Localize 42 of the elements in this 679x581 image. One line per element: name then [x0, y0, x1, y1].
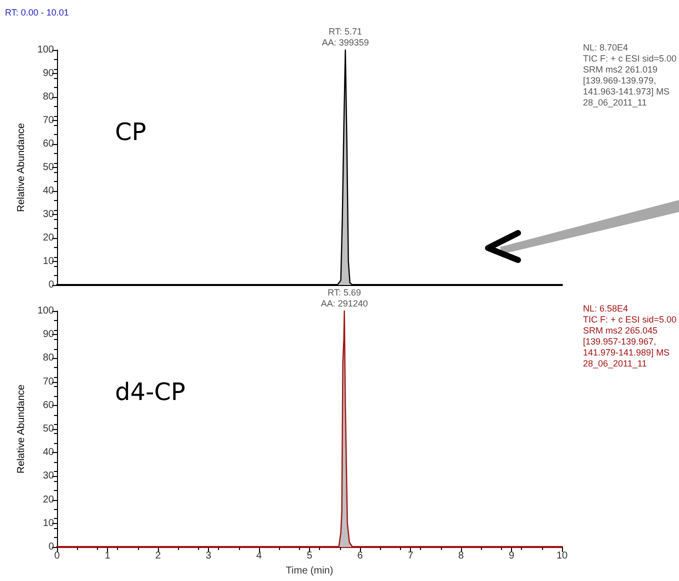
y-tick-label: 70: [42, 376, 54, 388]
y-tick-label: 30: [42, 470, 54, 482]
x-axis-title: Time (min): [286, 565, 334, 576]
x-tick-label: 5: [306, 550, 313, 562]
y-tick-label: 100: [37, 306, 54, 316]
y-tick-label: 90: [42, 329, 54, 340]
y-tick-label: 50: [42, 162, 54, 173]
x-tick-label: 7: [408, 550, 414, 562]
y-tick-label: 70: [42, 115, 54, 126]
y-tick-label: 100: [37, 44, 54, 56]
y-axis-title: Relative Abundance: [16, 122, 27, 212]
annotation: RT: 5.71 AA: 399359: [322, 26, 369, 48]
y-tick-label: 50: [42, 424, 54, 434]
y-tick-label: 90: [42, 68, 54, 79]
x-tick-label: 3: [206, 550, 212, 562]
y-tick-label: 10: [42, 256, 54, 267]
x-tick-label: 9: [508, 550, 515, 562]
annotation: RT: 5.69 AA: 291240: [320, 288, 368, 308]
y-tick-label: 40: [42, 186, 54, 196]
y-tick-label: 20: [42, 494, 54, 506]
x-tick-label: 2: [155, 550, 162, 562]
y-tick-label: 0: [48, 542, 54, 552]
y-tick-label: 0: [48, 280, 54, 290]
y-tick-label: 80: [42, 352, 54, 364]
y-tick-label: 40: [42, 447, 54, 458]
x-tick-label: 6: [357, 550, 364, 562]
text: d4-CP: [115, 378, 186, 406]
y-tick-label: 20: [42, 232, 54, 244]
x-tick-label: 10: [556, 550, 568, 562]
y-tick-label: 10: [42, 518, 54, 529]
x-tick-label: 1: [104, 550, 111, 562]
y-tick-label: 80: [42, 92, 54, 102]
y-tick-label: 60: [42, 400, 54, 411]
x-tick-label: 8: [458, 550, 464, 562]
text: NL: 6.58E4 TIC F: + c ESI sid=5.00 SRM ms2 265.045 [139.957-139.967, 141.979-141.989] MS 28_06_2011_11: [583, 304, 677, 368]
text: NL: 8.70E4 TIC F: + c ESI sid=5.00 SRM ms2 261.019 [139.969-139.979, 141.963-141.973] MS 28_06_2011_11: [583, 42, 677, 108]
y-axis-title: Relative Abundance: [16, 384, 27, 474]
text: CP: [115, 118, 146, 146]
text: RT: 0.00 - 10.01: [5, 8, 69, 18]
y-tick-label: 60: [42, 138, 54, 150]
x-tick-label: 4: [256, 550, 262, 562]
y-tick-label: 30: [42, 209, 54, 220]
